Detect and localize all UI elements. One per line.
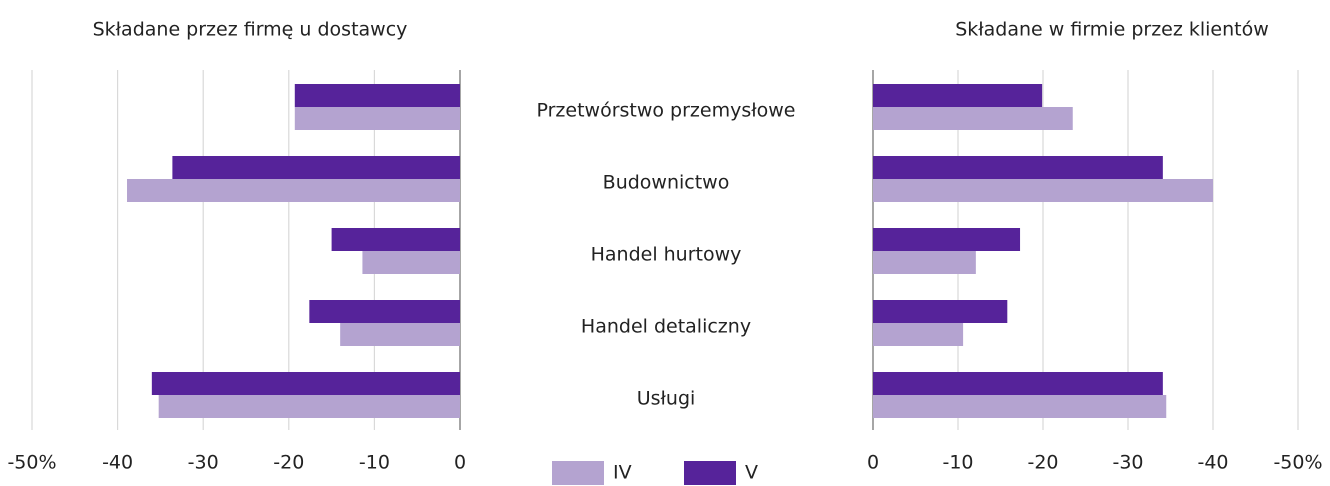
x-tick-label: -20 (1027, 452, 1058, 474)
bar (294, 107, 460, 130)
chart-title: Składane w firmie przez klientów (955, 19, 1269, 41)
category-label: Przetwórstwo przemysłowe (536, 100, 795, 122)
x-tick-label: -50% (1273, 452, 1322, 474)
x-tick-label: -40 (102, 452, 133, 474)
legend-label: V (745, 462, 758, 484)
bar (294, 84, 460, 107)
x-tick-label: 0 (867, 452, 879, 474)
bar (873, 107, 1073, 130)
legend-swatch (684, 461, 736, 485)
legend-label: IV (613, 462, 632, 484)
category-label: Budownictwo (603, 172, 730, 194)
bar (873, 156, 1163, 179)
bar (873, 395, 1167, 418)
category-label: Usługi (637, 388, 696, 410)
bar (873, 228, 1021, 251)
x-tick-label: -30 (1112, 452, 1143, 474)
bar (151, 372, 460, 395)
chart-title: Składane przez firmę u dostawcy (93, 19, 408, 41)
legend-swatch (552, 461, 604, 485)
category-label: Handel detaliczny (581, 316, 751, 338)
x-tick-label: -10 (359, 452, 390, 474)
bar (362, 251, 460, 274)
bar (340, 323, 460, 346)
bar (873, 372, 1163, 395)
bar (873, 323, 964, 346)
bar (873, 84, 1043, 107)
bar (127, 179, 461, 202)
bar (158, 395, 461, 418)
bar (873, 251, 976, 274)
bar (331, 228, 460, 251)
x-tick-label: -10 (942, 452, 973, 474)
bar (873, 300, 1008, 323)
x-tick-label: -20 (273, 452, 304, 474)
x-tick-label: 0 (454, 452, 466, 474)
bar (172, 156, 460, 179)
x-tick-label: -50% (7, 452, 56, 474)
x-tick-label: -30 (188, 452, 219, 474)
x-tick-label: -40 (1197, 452, 1228, 474)
bar (873, 179, 1213, 202)
category-label: Handel hurtowy (591, 244, 742, 266)
bar (309, 300, 460, 323)
